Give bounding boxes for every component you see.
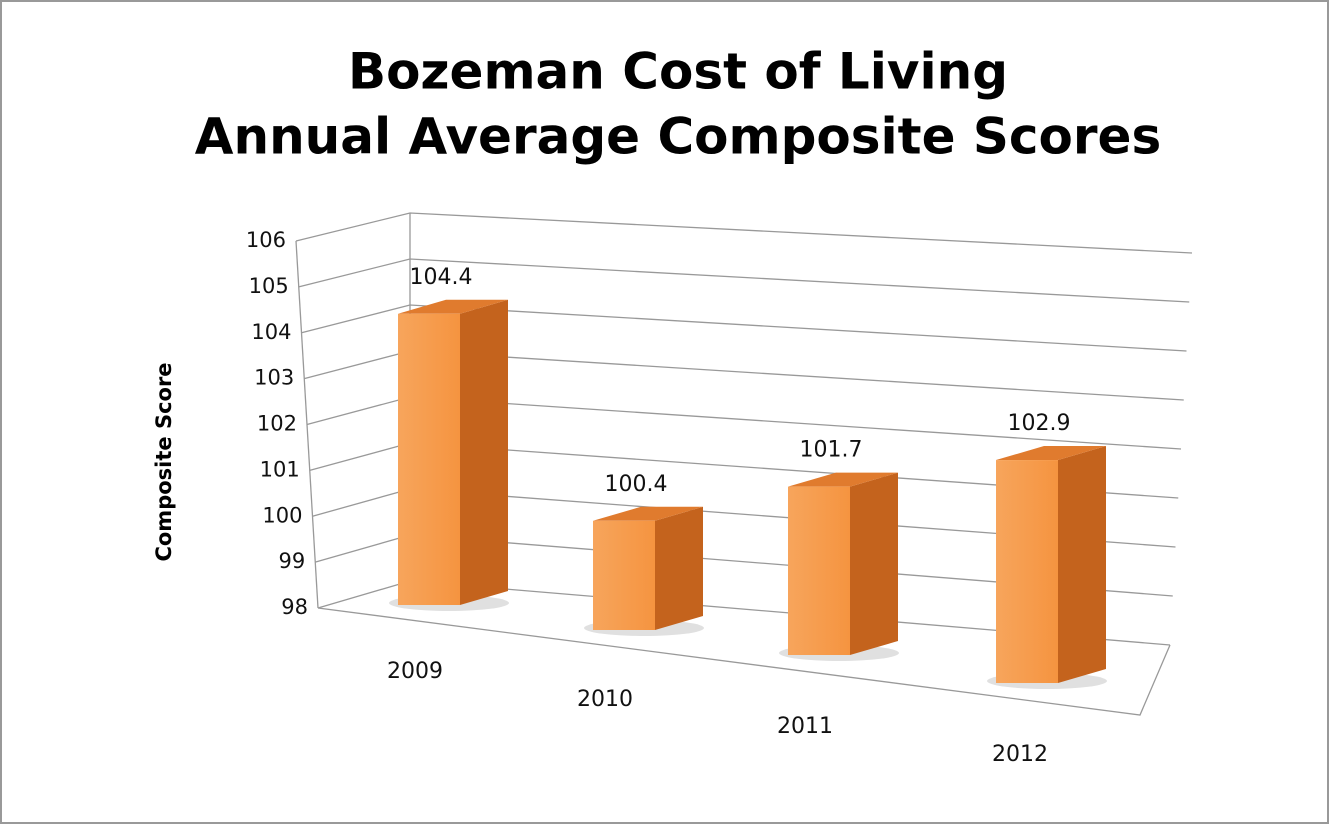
bar: [593, 520, 655, 630]
y-tick-label: 103: [254, 366, 294, 390]
data-label: 104.4: [410, 265, 473, 290]
floor: [317, 607, 1171, 716]
bar: [996, 460, 1058, 683]
bar: [788, 486, 850, 655]
data-label: 102.9: [1008, 411, 1071, 436]
bar: [398, 313, 460, 605]
bar-side: [850, 472, 898, 655]
data-label: 100.4: [605, 472, 668, 497]
y-tick-label: 106: [246, 228, 286, 252]
y-tick-label: 102: [257, 412, 297, 436]
data-label: 101.7: [800, 438, 863, 463]
bar-top: [593, 506, 703, 521]
bar-side: [655, 506, 703, 630]
y-tick-label: 98: [281, 595, 308, 619]
y-tick-label: 105: [249, 274, 289, 298]
bar-top: [996, 446, 1106, 461]
x-tick-label: 2011: [777, 714, 833, 739]
y-axis-label: Composite Score: [152, 362, 176, 561]
y-tick-label: 99: [279, 549, 306, 573]
y-tick-label: 101: [260, 457, 300, 481]
bar-side: [460, 299, 508, 605]
x-tick-label: 2012: [992, 742, 1048, 767]
y-tick-label: 104: [251, 320, 291, 344]
x-tick-label: 2010: [577, 687, 633, 712]
y-tick-label: 100: [262, 503, 302, 527]
bar-side: [1058, 446, 1106, 683]
bar-top: [788, 472, 898, 487]
chart-title: Bozeman Cost of Living: [348, 43, 1008, 101]
wall-edge: [295, 240, 319, 609]
bar-top: [398, 299, 508, 314]
x-tick-label: 2009: [387, 659, 443, 684]
chart-subtitle: Annual Average Composite Scores: [195, 108, 1161, 166]
